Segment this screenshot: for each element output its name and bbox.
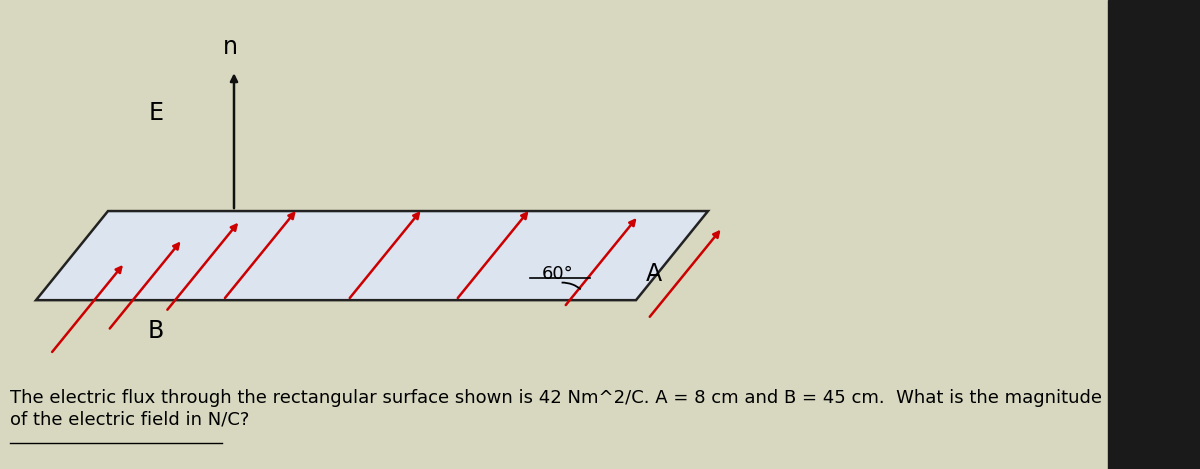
Bar (1108, 0, 1200, 469)
Text: 60°: 60° (542, 265, 574, 283)
Polygon shape (36, 211, 708, 300)
Text: A: A (646, 262, 662, 287)
Text: The electric flux through the rectangular surface shown is 42 Nm^2/C. A = 8 cm a: The electric flux through the rectangula… (10, 389, 1102, 428)
Text: B: B (148, 318, 164, 343)
Text: n: n (223, 35, 238, 59)
Text: E: E (149, 100, 163, 125)
